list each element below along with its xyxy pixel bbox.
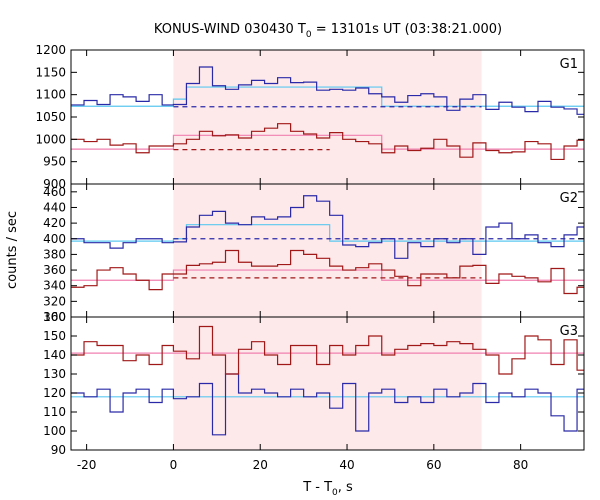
- background-model-pink: [71, 269, 584, 281]
- series-red-histogram: [71, 123, 584, 161]
- y-tick-label: 340: [43, 279, 66, 293]
- y-tick-label: 360: [43, 263, 66, 277]
- x-axis-label: T - T0, s: [302, 480, 353, 498]
- y-tick-label: 110: [43, 405, 66, 419]
- series-red-histogram: [71, 249, 584, 295]
- y-tick-label: 90: [51, 443, 66, 457]
- panel-label: G3: [560, 324, 578, 339]
- y-tick-label: 380: [43, 247, 66, 261]
- x-tick-label: 60: [426, 458, 441, 472]
- x-tick-label: 0: [170, 458, 178, 472]
- y-tick-label: 1050: [35, 110, 66, 124]
- chart-title-prefix: KONUS-WIND 030430 T: [154, 22, 306, 37]
- panel-label: G2: [560, 191, 578, 206]
- series-red-histogram: [71, 325, 584, 375]
- chart-title-suffix: = 13101s UT (03:38:21.000): [312, 22, 502, 37]
- x-axis-label-sub: 0: [332, 488, 338, 498]
- highlight-interval: [173, 50, 482, 450]
- y-tick-label: 440: [43, 200, 66, 214]
- chart-title-sub: 0: [306, 30, 312, 40]
- panel-label: G1: [560, 57, 578, 72]
- panel-g1: 900 950 1000 1050 1100 1150 1200 G1: [35, 43, 585, 191]
- y-tick-label: 150: [43, 329, 66, 343]
- x-tick-label: 40: [339, 458, 354, 472]
- series-blue-histogram: [71, 195, 584, 259]
- y-tick-label: 400: [43, 232, 66, 246]
- chart-title: KONUS-WIND 030430 T0 = 13101s UT (03:38:…: [154, 22, 502, 40]
- y-tick-label: 130: [43, 367, 66, 381]
- background-model-pink: [71, 134, 584, 150]
- x-tick-label: 20: [253, 458, 268, 472]
- series-blue-histogram: [71, 373, 584, 436]
- plot-area: 90095010001050110011501200G1300320340360…: [35, 43, 585, 472]
- y-tick-label: 1200: [35, 43, 66, 57]
- y-tick-label: 460: [43, 185, 66, 199]
- y-tick-label: 140: [43, 348, 66, 362]
- y-tick-label: 1100: [35, 88, 66, 102]
- y-tick-label: 1150: [35, 65, 66, 79]
- panel-g3: 90 100 110 120 130 140 150 160 G3: [43, 310, 585, 457]
- y-tick-label: 900: [43, 177, 66, 191]
- y-tick-label: 950: [43, 155, 66, 169]
- x-tick-label: 80: [513, 458, 528, 472]
- panel-frame: [70, 316, 585, 451]
- x-tick-label: -20: [77, 458, 97, 472]
- x-axis-label-suffix: , s: [338, 480, 353, 495]
- y-tick-label: 300: [43, 310, 66, 324]
- series-blue-histogram: [71, 66, 584, 115]
- x-axis-label-prefix: T - T: [302, 480, 332, 495]
- y-tick-label: 320: [43, 294, 66, 308]
- y-tick-label: 160: [43, 310, 66, 324]
- y-tick-label: 420: [43, 216, 66, 230]
- y-tick-label: 100: [43, 424, 66, 438]
- y-tick-label: 1000: [35, 132, 66, 146]
- y-tick-label: 120: [43, 386, 66, 400]
- y-axis-label: counts / sec: [5, 211, 20, 289]
